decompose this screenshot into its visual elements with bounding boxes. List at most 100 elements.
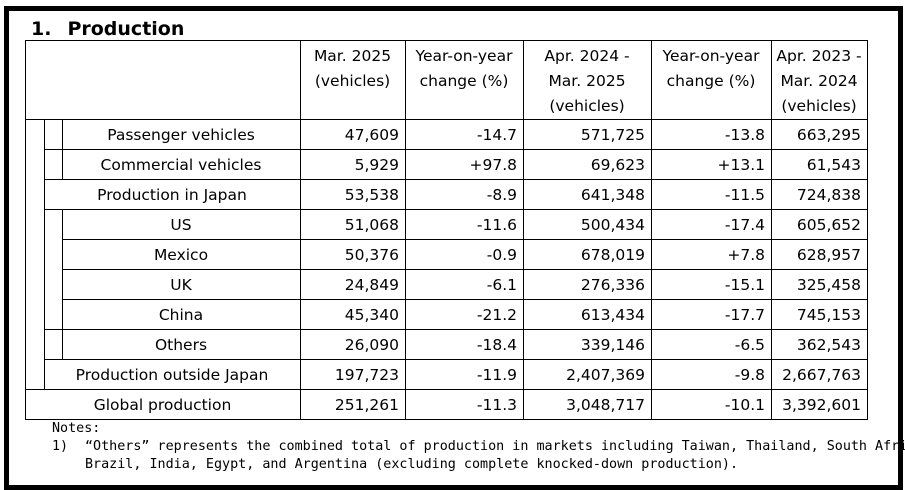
table-cell: -11.5: [724, 186, 765, 204]
subgroup-indent-line: [62, 209, 63, 359]
row-label: Commercial vehicles: [100, 156, 262, 174]
notes-heading: Notes:: [52, 421, 101, 436]
table-cell: 3,392,601: [782, 396, 861, 414]
row-label: China: [158, 306, 204, 324]
row-label: US: [170, 216, 192, 234]
table-cell: 61,543: [806, 156, 861, 174]
table-cell: 24,849: [344, 276, 399, 294]
row-rule: [44, 149, 868, 150]
table-cell: -11.6: [476, 216, 517, 234]
table-cell: -13.8: [724, 126, 765, 144]
table-cell: 500,434: [580, 216, 645, 234]
table-cell: -17.4: [724, 216, 765, 234]
row-label: Mexico: [153, 246, 209, 264]
table-cell: -11.3: [476, 396, 517, 414]
column-header-line: Year-on-year: [415, 47, 513, 65]
section-title: 1. Production: [31, 18, 184, 40]
page-frame: [4, 6, 903, 490]
column-separator: [300, 40, 301, 419]
table-cell: -17.7: [724, 306, 765, 324]
row-label: Global production: [93, 396, 232, 414]
section-number: 1.: [31, 18, 52, 40]
column-header: Apr. 2024 - Mar. 2025 (vehicles): [523, 44, 651, 119]
column-header-line: [300, 94, 405, 119]
table-cell: 663,295: [796, 126, 861, 144]
table-cell: 339,146: [580, 336, 645, 354]
table-cell: 51,068: [344, 216, 399, 234]
table-cell: 50,376: [344, 246, 399, 264]
column-header-line: Mar. 2025: [548, 72, 626, 90]
column-header-line: [651, 94, 771, 119]
column-header-line: (vehicles): [314, 72, 391, 90]
row-label: Production in Japan: [97, 186, 247, 204]
column-separator: [523, 40, 524, 419]
table-cell: -14.7: [476, 126, 517, 144]
column-header-line: Year-on-year: [662, 47, 760, 65]
table-cell: 69,623: [590, 156, 645, 174]
table-cell: 641,348: [580, 186, 645, 204]
table-cell: +97.8: [469, 156, 518, 174]
table-cell: -18.4: [476, 336, 517, 354]
table-cell: 2,407,369: [566, 366, 645, 384]
table-cell: 276,336: [580, 276, 645, 294]
table-cell: 53,538: [344, 186, 399, 204]
table-cell: 2,667,763: [782, 366, 861, 384]
table-cell: 251,261: [334, 396, 399, 414]
note-marker: 1): [52, 439, 69, 454]
row-rule: [44, 209, 868, 210]
column-separator: [771, 40, 772, 419]
table-cell: +13.1: [717, 156, 766, 174]
table-border-bottom: [25, 419, 868, 420]
column-header-line: (vehicles): [549, 97, 625, 115]
table-cell: 678,019: [580, 246, 645, 264]
row-rule: [62, 269, 868, 270]
column-separator: [651, 40, 652, 419]
row-label: Others: [154, 336, 208, 354]
row-rule: [25, 389, 868, 390]
table-cell: 628,957: [796, 246, 861, 264]
row-rule: [62, 299, 868, 300]
table-cell: -6.1: [486, 276, 517, 294]
column-header: Year-on-year change (%): [405, 44, 523, 119]
table-cell: +7.8: [727, 246, 765, 264]
note-text-line-2: Brazil, India, Egypt, and Argentina (exc…: [85, 457, 739, 472]
row-label: Passenger vehicles: [107, 126, 255, 144]
column-header-line: Mar. 2024: [780, 72, 858, 90]
table-cell: -10.1: [724, 396, 765, 414]
table-cell: 724,838: [796, 186, 861, 204]
table-cell: 47,609: [344, 126, 399, 144]
column-header: Mar. 2025 (vehicles): [300, 44, 405, 119]
table-cell: -11.9: [476, 366, 517, 384]
table-cell: 745,153: [796, 306, 861, 324]
column-header-line: change (%): [666, 72, 756, 90]
table-cell: -6.5: [734, 336, 765, 354]
row-label: UK: [170, 276, 192, 294]
table-cell: 362,543: [796, 336, 861, 354]
section-title-text: Production: [67, 18, 185, 40]
table-border-right: [867, 40, 868, 420]
table-cell: 197,723: [334, 366, 399, 384]
table-border-top: [25, 40, 868, 41]
column-header-line: Apr. 2023 -: [776, 47, 862, 65]
table-cell: 5,929: [354, 156, 399, 174]
row-rule: [44, 179, 868, 180]
table-border-left: [25, 40, 26, 419]
table-cell: -9.8: [734, 366, 765, 384]
table-cell: 613,434: [580, 306, 645, 324]
row-label: Production outside Japan: [75, 366, 269, 384]
column-header-line: Mar. 2025: [313, 47, 392, 65]
table-cell: 3,048,717: [566, 396, 645, 414]
column-header-line: (vehicles): [781, 97, 857, 115]
column-header: Year-on-year change (%): [651, 44, 771, 119]
column-separator: [405, 40, 406, 419]
table-cell: 45,340: [344, 306, 399, 324]
table-cell: 605,652: [796, 216, 861, 234]
column-header-line: change (%): [419, 72, 509, 90]
column-header: Apr. 2023 - Mar. 2024 (vehicles): [771, 44, 867, 119]
table-cell: -0.9: [486, 246, 517, 264]
table-cell: 571,725: [580, 126, 645, 144]
table-cell: -15.1: [724, 276, 765, 294]
table-cell: 325,458: [796, 276, 861, 294]
column-header-line: Apr. 2024 -: [544, 47, 630, 65]
row-rule: [44, 359, 868, 360]
